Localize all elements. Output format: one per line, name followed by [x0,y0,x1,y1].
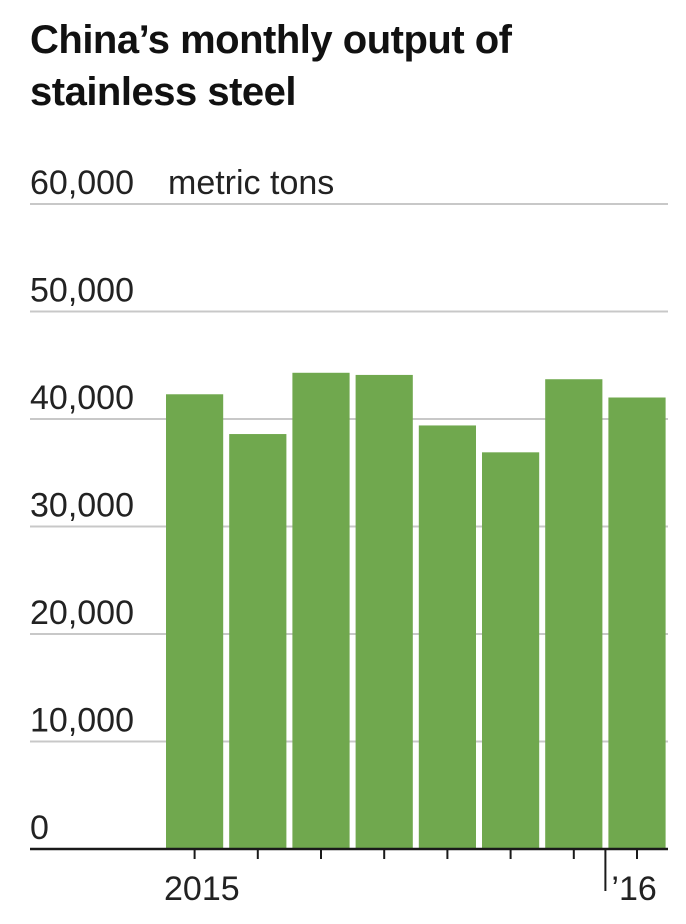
bar [166,394,224,849]
bar [355,374,413,849]
y-tick-label: 20,000 [30,594,134,632]
x-tick-label: ’16 [611,870,656,908]
bar [229,434,287,849]
y-tick-label: 0 [30,809,49,847]
x-axis: 2015 ’16 [30,847,668,908]
bar [482,452,540,849]
x-tick-label: 2015 [164,870,240,908]
y-tick-label: 10,000 [30,702,134,740]
y-tick-label: 40,000 [30,379,134,417]
bar [418,425,476,849]
y-tick-label: 50,000 [30,272,134,310]
y-tick-labels: 0 10,000 20,000 30,000 40,000 50,000 60,000 met… [30,164,334,847]
chart-title: China’s monthly output of stainless stee… [30,18,512,114]
bar [608,397,666,849]
bar [292,372,350,849]
unit-label: metric tons [168,164,334,202]
y-tick-label: 60,000 [30,164,134,202]
bars [166,372,666,849]
bar [545,379,603,849]
y-tick-label: 30,000 [30,487,134,525]
